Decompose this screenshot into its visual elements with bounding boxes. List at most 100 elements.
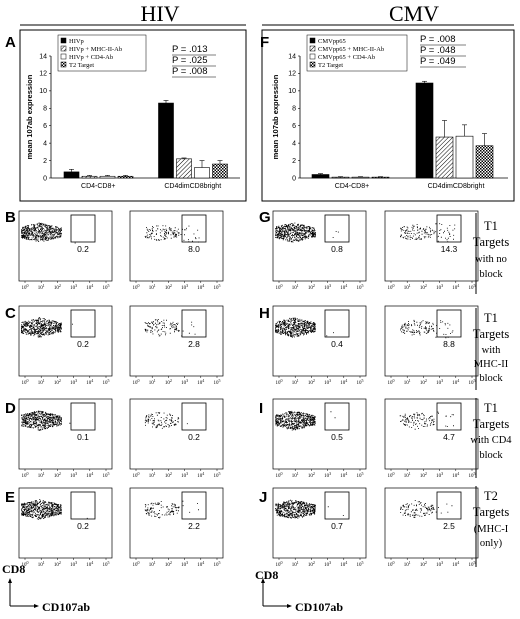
- legend-swatch: [309, 61, 316, 68]
- gate-percent: 0.5: [331, 432, 343, 442]
- y-tick-label: 4: [292, 140, 296, 147]
- svg-text:with no: with no: [475, 254, 507, 265]
- x-tick-label: 105: [469, 560, 476, 568]
- x-tick-label: 102: [420, 471, 427, 479]
- x-tick-label: 100: [22, 560, 29, 568]
- x-tick-label: 103: [436, 378, 443, 386]
- flow-plot: 4.7 100 101 102 103 104 105: [384, 398, 479, 479]
- gate-percent: 0.4: [331, 339, 343, 349]
- bar-4: [117, 175, 134, 179]
- panel-letter-j: J: [259, 489, 267, 506]
- bar-chart-hiv: mean 107ab expression 0 2 4 6 8 10 12 14 CD4-CD8+…: [25, 34, 240, 190]
- gate-percent: 0.2: [77, 244, 89, 254]
- x-tick-label: 103: [324, 378, 331, 386]
- gate-percent: 0.8: [331, 244, 343, 254]
- x-category-label: CD4-CD8+: [81, 183, 115, 190]
- flow-axis-indicator-right: CD8 CD107ab: [255, 568, 343, 614]
- gate-box: [436, 214, 462, 243]
- bar-2: [81, 175, 98, 179]
- y-axis-label: mean 107ab expression: [271, 74, 280, 159]
- p-value-label: P = .025: [172, 55, 207, 66]
- flow-plot-frame: [384, 305, 479, 377]
- x-tick-label: 104: [452, 560, 459, 568]
- bar-chart-cmv: mean 107ab expression 0 2 4 6 8 10 12 14 CD4-CD8+…: [271, 34, 508, 190]
- x-tick-label: 103: [436, 560, 443, 568]
- x-tick-label: 102: [54, 378, 61, 386]
- x-tick-label: 100: [133, 560, 140, 568]
- p-value-label: P = .008: [420, 34, 455, 45]
- x-tick-label: 100: [388, 471, 395, 479]
- svg-text:block: block: [479, 269, 503, 280]
- y-tick-label: 6: [43, 123, 47, 130]
- legend-box: [57, 34, 147, 72]
- flow-plot: 0.2 100 101 102 103 104 105: [18, 487, 113, 568]
- legend-swatch: [309, 45, 316, 52]
- bar-3: [351, 176, 370, 179]
- flow-plot: 0.7 100 101 102 103 104 105: [272, 487, 367, 568]
- row-label-3: T1 Targets with CD4 block: [470, 401, 512, 461]
- legend-label: HIVp + MHC-II-Ab: [69, 46, 122, 53]
- svg-text:block: block: [479, 373, 503, 384]
- gate-percent: 2.8: [188, 339, 200, 349]
- x-tick-label: 105: [103, 378, 110, 386]
- flow-plot-frame: [18, 305, 113, 377]
- x-tick-label: 100: [22, 471, 29, 479]
- x-tick-label: 104: [86, 378, 93, 386]
- x-tick-label: 100: [276, 471, 283, 479]
- x-tick-label: 105: [103, 471, 110, 479]
- y-tick-label: 8: [292, 106, 296, 113]
- x-tick-label: 105: [357, 378, 364, 386]
- gate-box: [70, 402, 96, 431]
- legend-label: HIVp: [69, 38, 84, 45]
- gate-box: [324, 309, 350, 338]
- gate-percent: 0.7: [331, 521, 343, 531]
- x-tick-label: 104: [452, 471, 459, 479]
- x-tick-label: 105: [469, 471, 476, 479]
- x-category-label: CD4dimCD8bright: [164, 183, 221, 190]
- y-tick-label: 4: [43, 140, 47, 147]
- gate-box: [70, 491, 96, 520]
- panel-letter-a: A: [5, 34, 16, 51]
- flow-plot: 8.8 100 101 102 103 104 105: [384, 305, 479, 386]
- event-dots: [275, 499, 344, 519]
- cd8-axis-label: CD8: [2, 562, 25, 576]
- gate-box: [324, 214, 350, 243]
- gate-box: [324, 402, 350, 431]
- gate-box: [181, 309, 207, 338]
- flow-plot-frame: [129, 398, 224, 470]
- row-label-4: T2 Targets (MHC-I only): [473, 489, 510, 549]
- gate-percent: 2.2: [188, 521, 200, 531]
- x-tick-label: 105: [214, 560, 221, 568]
- legend-label: T2 Target: [69, 62, 94, 69]
- x-tick-label: 104: [197, 283, 204, 291]
- x-tick-label: 103: [324, 283, 331, 291]
- x-tick-label: 103: [181, 560, 188, 568]
- flow-plot-frame: [129, 305, 224, 377]
- x-tick-label: 105: [469, 378, 476, 386]
- x-tick-label: 101: [404, 283, 411, 291]
- flow-plot: 2.8 100 101 102 103 104 105: [129, 305, 224, 386]
- panel-letter-h: H: [259, 305, 270, 322]
- gate-box: [181, 491, 207, 520]
- svg-text:Targets: Targets: [473, 417, 510, 431]
- gate-box: [70, 214, 96, 243]
- svg-text:Targets: Targets: [473, 505, 510, 519]
- flow-plot-frame: [384, 210, 479, 282]
- x-tick-label: 101: [404, 378, 411, 386]
- row-label-1: T1 Targets with no block: [473, 219, 510, 280]
- x-tick-label: 101: [292, 560, 299, 568]
- panel-letter-f: F: [260, 34, 269, 51]
- x-tick-label: 105: [103, 283, 110, 291]
- y-tick-label: 12: [288, 71, 296, 78]
- x-tick-label: 102: [420, 378, 427, 386]
- x-tick-label: 101: [292, 378, 299, 386]
- x-tick-label: 101: [38, 560, 45, 568]
- gate-box: [70, 309, 96, 338]
- svg-text:T2: T2: [484, 489, 498, 503]
- x-tick-label: 102: [54, 471, 61, 479]
- x-tick-label: 101: [149, 378, 156, 386]
- x-tick-label: 101: [149, 560, 156, 568]
- x-tick-label: 102: [308, 560, 315, 568]
- y-tick-label: 2: [43, 158, 47, 165]
